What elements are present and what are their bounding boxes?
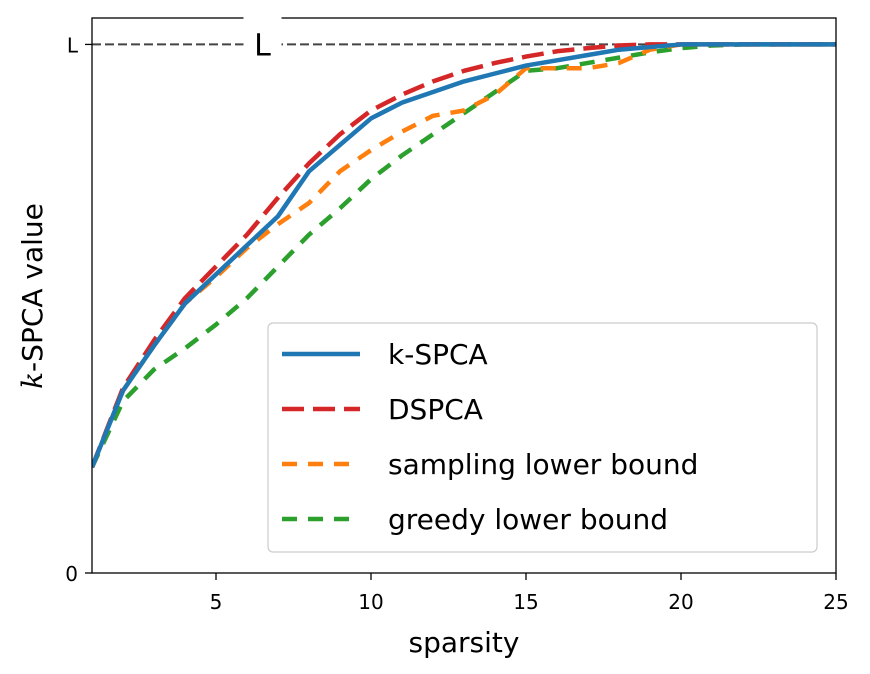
legend: k-SPCA DSPCA sampling lower bound greedy lo… (267, 322, 818, 553)
legend-label: sampling lower bound (388, 448, 698, 481)
series-line-sampling-lower-bound (92, 42, 836, 469)
reference-label: L (254, 28, 271, 63)
legend-label: DSPCA (388, 393, 483, 426)
plot-frame (91, 17, 837, 574)
legend-box (267, 322, 818, 553)
x-tick-label: 5 (210, 590, 223, 614)
y-axis-label-variable: k (16, 372, 49, 389)
x-tick-label: 20 (668, 590, 693, 614)
legend-label: k-SPCA (388, 338, 488, 371)
reference-label-group: L (243, 16, 282, 63)
series-line-k-spca (92, 42, 836, 469)
legend-label: greedy lower bound (388, 503, 668, 536)
x-tick-label: 15 (513, 590, 538, 614)
reference-label-background (243, 16, 282, 49)
x-tick-label: 25 (823, 590, 848, 614)
axis-ticks: 5 10 15 20 25 0 L (65, 33, 848, 614)
x-axis-label: sparsity (409, 626, 520, 659)
y-axis-label-text: -SPCA value (16, 203, 49, 372)
x-tick-label: 10 (358, 590, 383, 614)
plot-area (92, 42, 836, 469)
y-tick-label: 0 (65, 562, 78, 586)
y-axis-label: k-SPCA value (16, 203, 49, 389)
y-tick-label: L (67, 33, 79, 57)
